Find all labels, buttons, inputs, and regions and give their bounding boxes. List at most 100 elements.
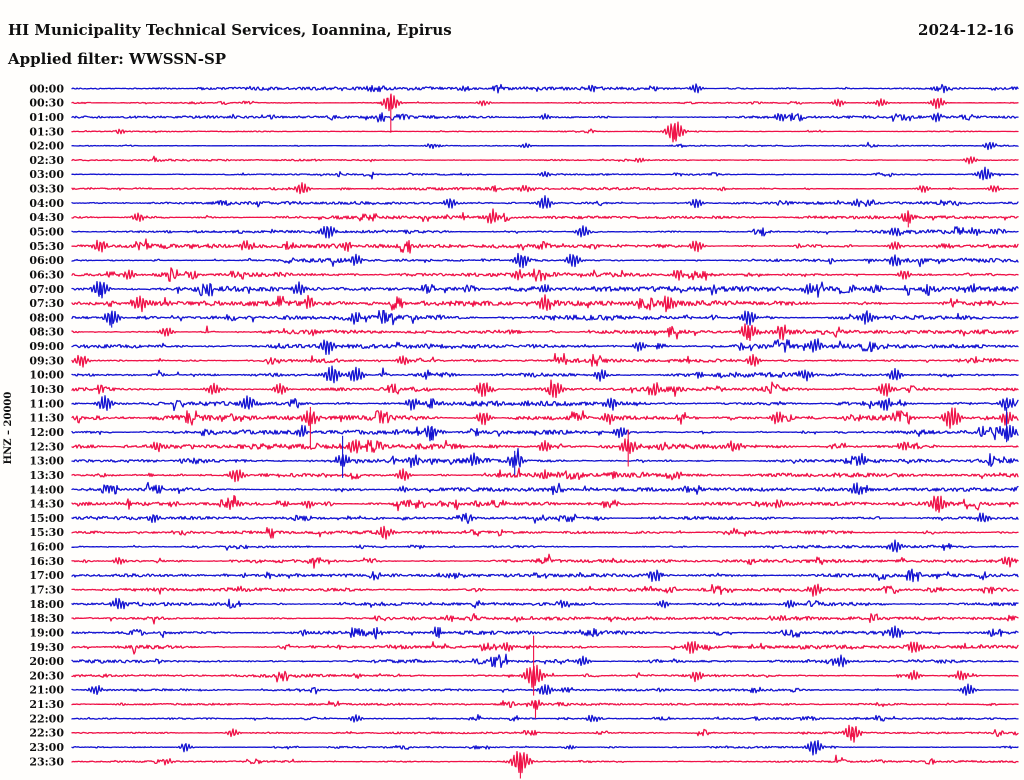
trace-14-30 — [71, 495, 1019, 513]
time-label-05-00: 05:00 — [29, 226, 64, 239]
trace-04-00 — [71, 195, 1019, 209]
time-label-23-30: 23:30 — [29, 755, 64, 768]
trace-02-30 — [71, 155, 1019, 165]
time-label-10-00: 10:00 — [29, 369, 64, 382]
trace-10-00 — [71, 365, 1019, 384]
trace-11-30 — [71, 407, 1019, 429]
time-label-20-30: 20:30 — [29, 669, 64, 682]
trace-00-00 — [71, 83, 1019, 94]
trace-19-30 — [71, 641, 1019, 655]
trace-22-00 — [71, 714, 1019, 723]
time-label-08-00: 08:00 — [29, 311, 64, 324]
time-label-20-00: 20:00 — [29, 655, 64, 668]
trace-10-30 — [71, 379, 1019, 399]
time-label-22-00: 22:00 — [29, 712, 64, 725]
time-label-21-00: 21:00 — [29, 684, 64, 697]
time-label-11-30: 11:30 — [29, 412, 64, 425]
y-axis-label: HNZ – 20000 — [3, 392, 14, 465]
trace-05-30 — [71, 238, 1019, 254]
time-label-00-00: 00:00 — [29, 82, 64, 95]
trace-15-30 — [71, 525, 1019, 540]
trace-09-30 — [71, 352, 1019, 368]
trace-21-30 — [71, 699, 1019, 711]
time-label-03-00: 03:00 — [29, 168, 64, 181]
trace-19-00 — [71, 625, 1019, 640]
event-tails — [99, 94, 1008, 779]
time-label-02-30: 02:30 — [29, 154, 64, 167]
time-label-08-30: 08:30 — [29, 326, 64, 339]
time-label-01-00: 01:00 — [29, 111, 64, 124]
time-label-17-30: 17:30 — [29, 584, 64, 597]
trace-14-00 — [71, 481, 1019, 496]
time-label-11-00: 11:00 — [29, 397, 64, 410]
time-label-03-30: 03:30 — [29, 183, 64, 196]
time-label-04-00: 04:00 — [29, 197, 64, 210]
trace-13-00 — [71, 447, 1019, 468]
trace-17-30 — [71, 583, 1019, 597]
time-label-06-00: 06:00 — [29, 254, 64, 267]
trace-18-30 — [71, 613, 1019, 625]
time-label-02-00: 02:00 — [29, 140, 64, 153]
time-label-14-00: 14:00 — [29, 483, 64, 496]
time-label-17-00: 17:00 — [29, 569, 64, 582]
plot-date: 2024-12-16 — [918, 21, 1014, 39]
trace-04-30 — [71, 208, 1019, 224]
trace-area — [71, 83, 1019, 774]
trace-16-30 — [71, 553, 1019, 569]
trace-09-00 — [71, 338, 1019, 356]
time-label-09-30: 09:30 — [29, 354, 64, 367]
trace-00-30 — [71, 93, 1019, 112]
trace-23-30 — [71, 750, 1019, 774]
trace-06-00 — [71, 252, 1019, 269]
time-label-16-30: 16:30 — [29, 555, 64, 568]
time-label-10-30: 10:30 — [29, 383, 64, 396]
trace-22-30 — [71, 724, 1019, 743]
time-label-15-30: 15:30 — [29, 526, 64, 539]
trace-20-30 — [71, 664, 1019, 688]
time-label-07-00: 07:00 — [29, 283, 64, 296]
trace-11-00 — [71, 395, 1019, 412]
trace-01-30 — [71, 121, 1019, 143]
time-label-15-00: 15:00 — [29, 512, 64, 525]
trace-15-00 — [71, 512, 1019, 525]
trace-06-30 — [71, 267, 1019, 282]
trace-03-30 — [71, 182, 1019, 195]
trace-17-00 — [71, 568, 1019, 583]
trace-18-00 — [71, 597, 1019, 610]
trace-08-30 — [71, 323, 1019, 342]
trace-12-00 — [71, 424, 1019, 442]
time-label-05-30: 05:30 — [29, 240, 64, 253]
trace-13-30 — [71, 467, 1019, 483]
trace-16-00 — [71, 539, 1019, 553]
time-label-12-30: 12:30 — [29, 440, 64, 453]
trace-23-00 — [71, 739, 1019, 756]
time-label-16-00: 16:00 — [29, 541, 64, 554]
trace-01-00 — [71, 112, 1019, 123]
time-label-13-30: 13:30 — [29, 469, 64, 482]
trace-12-30 — [71, 438, 1019, 455]
time-label-00-30: 00:30 — [29, 97, 64, 110]
time-label-01-30: 01:30 — [29, 125, 64, 138]
trace-21-00 — [71, 683, 1019, 696]
time-label-23-00: 23:00 — [29, 741, 64, 754]
trace-02-00 — [71, 141, 1019, 151]
trace-07-00 — [71, 280, 1019, 299]
trace-05-00 — [71, 225, 1019, 239]
applied-filter-label: Applied filter: WWSSN-SP — [7, 50, 226, 68]
time-label-12-00: 12:00 — [29, 426, 64, 439]
time-label-14-30: 14:30 — [29, 498, 64, 511]
page-title: HI Municipality Technical Services, Ioan… — [8, 21, 452, 39]
time-label-21-30: 21:30 — [29, 698, 64, 711]
time-label-18-30: 18:30 — [29, 612, 64, 625]
time-label-06-30: 06:30 — [29, 269, 64, 282]
time-label-13-00: 13:00 — [29, 455, 64, 468]
trace-07-30 — [71, 294, 1019, 313]
time-label-19-30: 19:30 — [29, 641, 64, 654]
time-label-22-30: 22:30 — [29, 727, 64, 740]
time-label-07-30: 07:30 — [29, 297, 64, 310]
trace-03-00 — [71, 166, 1019, 181]
trace-20-00 — [71, 653, 1019, 669]
